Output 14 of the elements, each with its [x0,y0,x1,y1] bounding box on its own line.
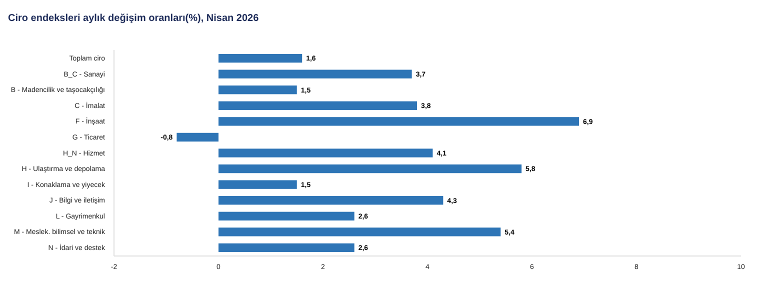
chart-title: Ciro endeksleri aylık değişim oranları(%), Nisan 2026 [8,13,260,24]
bar [218,164,522,174]
bar [218,196,444,205]
bar [218,70,412,78]
bar [218,212,354,220]
bar [218,180,297,189]
bar [218,148,433,158]
bar [218,117,580,126]
bar [176,132,218,142]
bar [218,228,501,236]
bar [218,243,354,252]
bar [218,101,418,110]
bar [218,86,297,94]
bar [218,54,302,63]
